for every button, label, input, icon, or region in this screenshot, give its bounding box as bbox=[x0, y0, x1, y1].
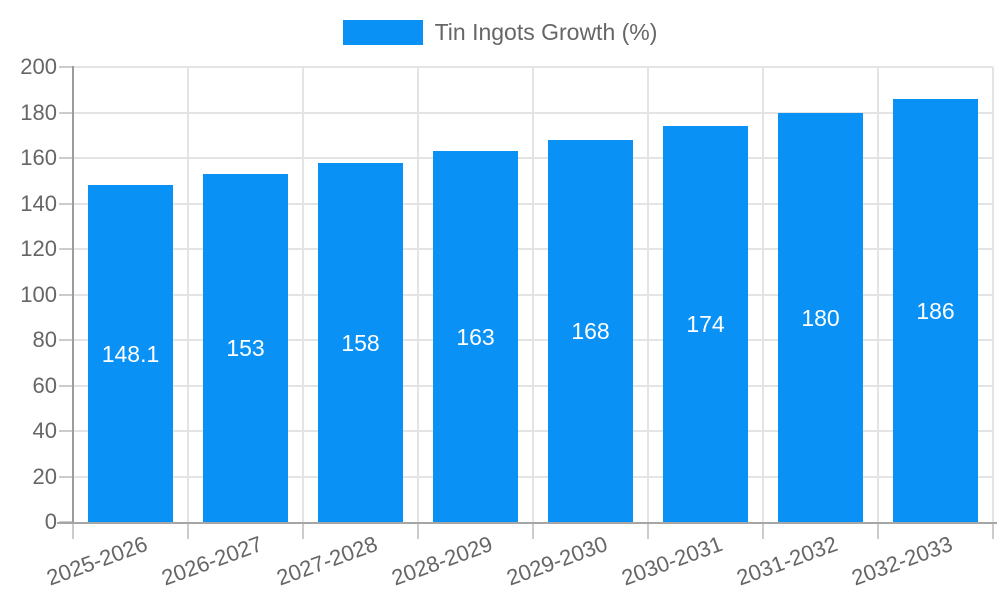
y-axis-tick-label: 200 bbox=[20, 54, 57, 79]
y-axis-tick-label: 80 bbox=[32, 327, 57, 352]
bar bbox=[88, 185, 173, 522]
y-axis-tick bbox=[59, 430, 73, 432]
x-category-label: 2032-2033 bbox=[848, 531, 957, 591]
bar-value-label: 153 bbox=[226, 335, 265, 361]
x-axis-tick bbox=[992, 524, 994, 539]
x-axis-tick bbox=[532, 524, 534, 539]
bar bbox=[548, 140, 633, 522]
x-category-label: 2029-2030 bbox=[503, 531, 612, 591]
x-category-label: 2030-2031 bbox=[618, 531, 727, 591]
y-axis-tick bbox=[59, 385, 73, 387]
bar-value-label: 168 bbox=[571, 318, 610, 344]
bar bbox=[778, 113, 863, 522]
gridline-vertical bbox=[877, 67, 879, 522]
bar bbox=[893, 99, 978, 522]
bar-value-label: 148.1 bbox=[101, 341, 160, 367]
x-axis-tick bbox=[762, 524, 764, 539]
y-axis-tick bbox=[59, 203, 73, 205]
y-axis-line bbox=[72, 66, 74, 524]
y-axis-tick-label: 60 bbox=[32, 373, 57, 398]
bar-value-label: 174 bbox=[686, 311, 725, 337]
chart-legend[interactable]: Tin Ingots Growth (%) bbox=[0, 19, 1000, 46]
bar bbox=[663, 126, 748, 522]
y-axis-tick bbox=[59, 248, 73, 250]
y-axis-tick-label: 40 bbox=[32, 418, 57, 443]
x-category-label: 2026-2027 bbox=[158, 531, 267, 591]
y-axis-tick-label: 180 bbox=[20, 100, 57, 125]
x-axis-tick bbox=[877, 524, 879, 539]
y-axis-tick-label: 0 bbox=[44, 509, 57, 534]
bar bbox=[318, 163, 403, 522]
gridline-vertical bbox=[532, 67, 534, 522]
x-axis-tick bbox=[302, 524, 304, 539]
y-axis-tick-label: 120 bbox=[20, 236, 57, 261]
x-axis-tick bbox=[417, 524, 419, 539]
bar-value-label: 186 bbox=[916, 298, 955, 324]
y-axis-tick bbox=[59, 112, 73, 114]
y-axis-tick bbox=[59, 294, 73, 296]
y-axis-tick bbox=[59, 66, 73, 68]
x-axis-tick bbox=[647, 524, 649, 539]
y-axis-tick bbox=[59, 157, 73, 159]
legend-label: Tin Ingots Growth (%) bbox=[434, 19, 658, 45]
gridline-vertical bbox=[187, 67, 189, 522]
gridline-vertical bbox=[417, 67, 419, 522]
x-category-label: 2025-2026 bbox=[43, 531, 152, 591]
bar bbox=[203, 174, 288, 522]
bar-value-label: 163 bbox=[456, 324, 495, 350]
y-axis-tick-label: 140 bbox=[20, 191, 57, 216]
x-category-label: 2027-2028 bbox=[273, 531, 382, 591]
x-axis-tick bbox=[187, 524, 189, 539]
y-axis-tick bbox=[59, 476, 73, 478]
gridline-vertical bbox=[762, 67, 764, 522]
x-category-label: 2031-2032 bbox=[733, 531, 842, 591]
y-axis-tick-label: 20 bbox=[32, 464, 57, 489]
y-axis-tick bbox=[59, 339, 73, 341]
gridline-vertical bbox=[992, 67, 994, 522]
gridline-vertical bbox=[647, 67, 649, 522]
y-axis-tick-label: 100 bbox=[20, 282, 57, 307]
bar bbox=[433, 151, 518, 522]
x-category-label: 2028-2029 bbox=[388, 531, 497, 591]
y-axis-tick-label: 160 bbox=[20, 145, 57, 170]
legend-swatch bbox=[342, 20, 423, 45]
bar-value-label: 180 bbox=[801, 305, 840, 331]
x-axis-tick bbox=[72, 524, 74, 539]
gridline-vertical bbox=[302, 67, 304, 522]
bar-value-label: 158 bbox=[341, 330, 380, 356]
x-axis-line bbox=[57, 522, 997, 524]
